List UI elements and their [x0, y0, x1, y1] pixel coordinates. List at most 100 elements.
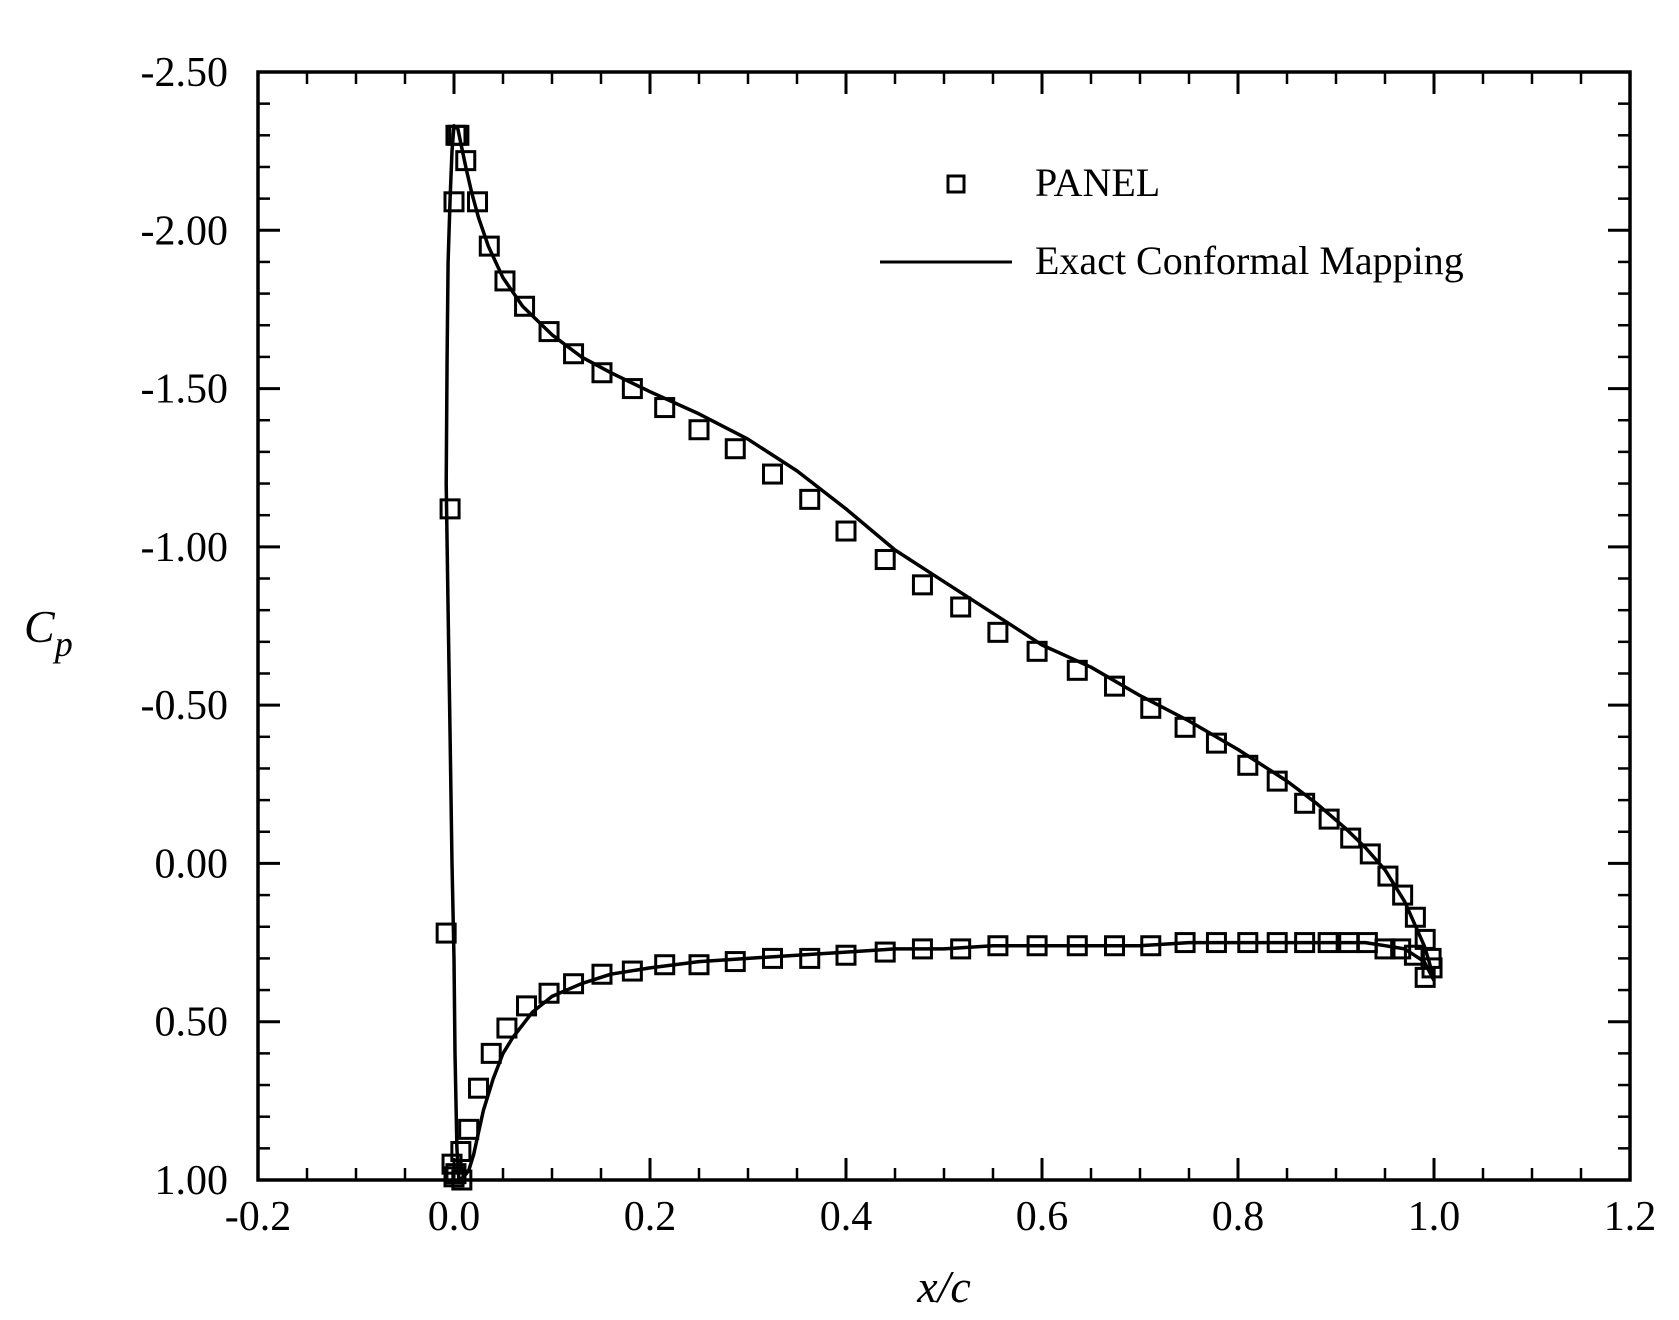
panel-marker	[478, 235, 500, 257]
panel-marker	[1340, 827, 1362, 849]
panel-marker	[654, 397, 676, 419]
panel-marker	[1294, 932, 1316, 954]
panel-marker	[480, 1042, 502, 1064]
panel-marker	[445, 1163, 467, 1185]
panel-marker	[1205, 932, 1227, 954]
panel-markers	[435, 124, 1443, 1191]
panel-marker	[950, 938, 972, 960]
panel-marker	[987, 621, 1009, 643]
panel-marker	[443, 191, 465, 213]
panel-marker	[762, 947, 783, 969]
panel-marker	[1066, 659, 1088, 681]
panel-marker	[1026, 640, 1048, 662]
axis-ticks	[256, 70, 1632, 1182]
panel-marker	[724, 438, 746, 460]
x-tick-label: 0.6	[1016, 1194, 1069, 1240]
panel-marker	[467, 191, 489, 213]
legend-panel-marker	[946, 174, 966, 194]
exact-conformal-mapping-curves	[444, 124, 1436, 1182]
axis-tick-labels: -0.2 0.0 0.2 0.4 0.6 0.8 1.0 1.2 -2.50 -2.00 -1.50…	[141, 50, 1657, 1240]
y-axis-title-main: C	[24, 601, 56, 652]
panel-marker	[494, 270, 516, 292]
panel-marker	[987, 935, 1009, 957]
y-tick-label: -0.50	[141, 683, 229, 729]
x-tick-label: 0.8	[1212, 1194, 1265, 1240]
panel-marker	[1359, 843, 1381, 865]
y-axis-title-subscript: p	[52, 624, 73, 664]
panel-marker	[516, 995, 538, 1017]
x-tick-label: 1.2	[1604, 1194, 1657, 1240]
panel-marker	[538, 982, 560, 1004]
y-tick-label: 0.00	[155, 841, 229, 887]
panel-marker	[496, 1017, 518, 1039]
y-tick-label: 1.00	[155, 1158, 229, 1204]
upper-surface-curve	[444, 124, 1436, 1181]
panel-marker	[654, 954, 676, 976]
panel-marker	[1414, 966, 1436, 988]
panel-marker	[1392, 884, 1414, 906]
legend-panel-label: PANEL	[1035, 160, 1160, 205]
panel-marker	[1237, 932, 1259, 954]
panel-marker	[1317, 932, 1339, 954]
panel-marker	[688, 419, 710, 441]
panel-marker	[1403, 944, 1425, 966]
panel-marker	[468, 1077, 489, 1099]
panel-marker	[1066, 935, 1088, 957]
panel-marker	[835, 520, 857, 542]
panel-marker	[1266, 770, 1288, 792]
panel-marker	[762, 463, 783, 485]
panel-marker	[835, 944, 857, 966]
panel-marker	[911, 938, 933, 960]
x-axis-title: x/c	[916, 1261, 971, 1312]
lower-surface-curve	[457, 940, 1436, 1182]
panel-marker	[514, 295, 536, 317]
x-tick-label: 0.0	[428, 1194, 481, 1240]
panel-marker	[621, 378, 643, 400]
panel-marker	[911, 574, 933, 596]
panel-marker	[1377, 865, 1399, 887]
panel-marker	[458, 1118, 480, 1140]
panel-marker	[1140, 935, 1162, 957]
x-tick-label: 0.2	[624, 1194, 677, 1240]
panel-marker	[1266, 932, 1288, 954]
panel-marker	[1174, 716, 1196, 738]
panel-marker	[435, 922, 457, 944]
x-tick-label: 1.0	[1408, 1194, 1461, 1240]
panel-marker	[448, 124, 470, 146]
panel-marker	[591, 362, 613, 384]
panel-marker	[1237, 754, 1259, 776]
x-tick-label: 0.4	[820, 1194, 873, 1240]
panel-marker	[950, 596, 972, 618]
y-tick-label: -2.00	[141, 208, 229, 254]
panel-marker	[1404, 906, 1426, 928]
panel-marker	[1026, 935, 1048, 957]
panel-marker	[1205, 732, 1227, 754]
panel-marker	[1318, 808, 1340, 830]
x-tick-label: -0.2	[225, 1194, 292, 1240]
y-tick-label: -1.00	[141, 525, 229, 571]
panel-marker	[1390, 938, 1412, 960]
panel-marker	[874, 941, 896, 963]
panel-marker	[1104, 935, 1126, 957]
panel-marker	[538, 321, 560, 343]
y-tick-label: 0.50	[155, 1000, 229, 1046]
panel-marker	[455, 150, 477, 172]
panel-marker	[563, 973, 585, 995]
panel-marker	[1294, 792, 1316, 814]
legend: PANEL Exact Conformal Mapping	[880, 160, 1464, 283]
panel-marker	[1338, 932, 1360, 954]
panel-marker	[1104, 675, 1126, 697]
panel-marker	[563, 343, 585, 365]
y-axis-title: Cp	[24, 601, 73, 664]
panel-marker	[450, 1141, 472, 1163]
panel-marker	[799, 488, 821, 510]
panel-marker	[1140, 697, 1162, 719]
panel-marker	[799, 947, 821, 969]
y-tick-label: -1.50	[141, 367, 229, 413]
panel-marker	[1174, 932, 1196, 954]
panel-marker	[621, 960, 643, 982]
panel-marker	[688, 954, 710, 976]
panel-marker	[451, 1169, 473, 1191]
